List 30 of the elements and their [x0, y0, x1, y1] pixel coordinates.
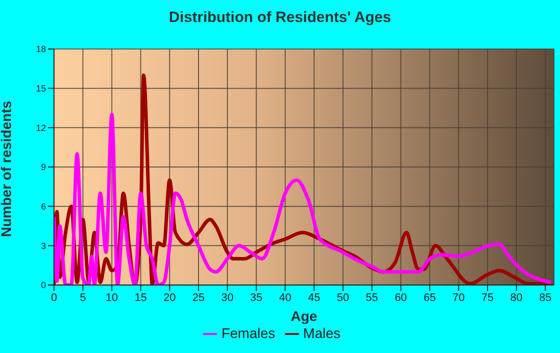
y-tick-label: 0	[40, 280, 46, 290]
x-tick-label: 50	[336, 292, 350, 304]
x-tick-label: 55	[366, 292, 378, 304]
x-tick-label: 80	[510, 292, 523, 304]
legend-label: Females	[221, 325, 276, 341]
x-tick-label: 30	[221, 292, 234, 304]
y-tick-label: 15	[36, 84, 46, 94]
x-tick-label: 85	[539, 292, 552, 304]
x-tick-label: 40	[279, 292, 292, 304]
y-tick-label: 12	[36, 122, 46, 133]
x-tick-label: 75	[481, 292, 494, 304]
chart-title: Distribution of Residents' Ages	[168, 9, 392, 26]
x-tick-label: 70	[452, 292, 465, 304]
x-axis-title: Age	[290, 308, 318, 324]
x-tick-label: 20	[163, 292, 176, 304]
y-axis-title: Number of residents	[0, 100, 14, 237]
x-tick-label: 25	[192, 292, 205, 304]
x-tick-label: 15	[134, 292, 147, 304]
x-tick-label: 65	[424, 292, 436, 304]
x-tick-label: 45	[308, 292, 320, 304]
y-tick-label: 3	[40, 240, 46, 251]
x-tick-label: 5	[80, 292, 86, 304]
legend-label: Males	[303, 325, 341, 341]
x-tick-label: 0	[50, 292, 58, 304]
y-tick-label: 9	[40, 162, 46, 172]
y-tick-label: 6	[40, 202, 46, 212]
x-tick-label: 35	[250, 292, 262, 304]
x-tick-label: 60	[394, 292, 407, 304]
x-tick-label: 10	[106, 292, 118, 304]
y-tick-label: 18	[36, 44, 46, 54]
